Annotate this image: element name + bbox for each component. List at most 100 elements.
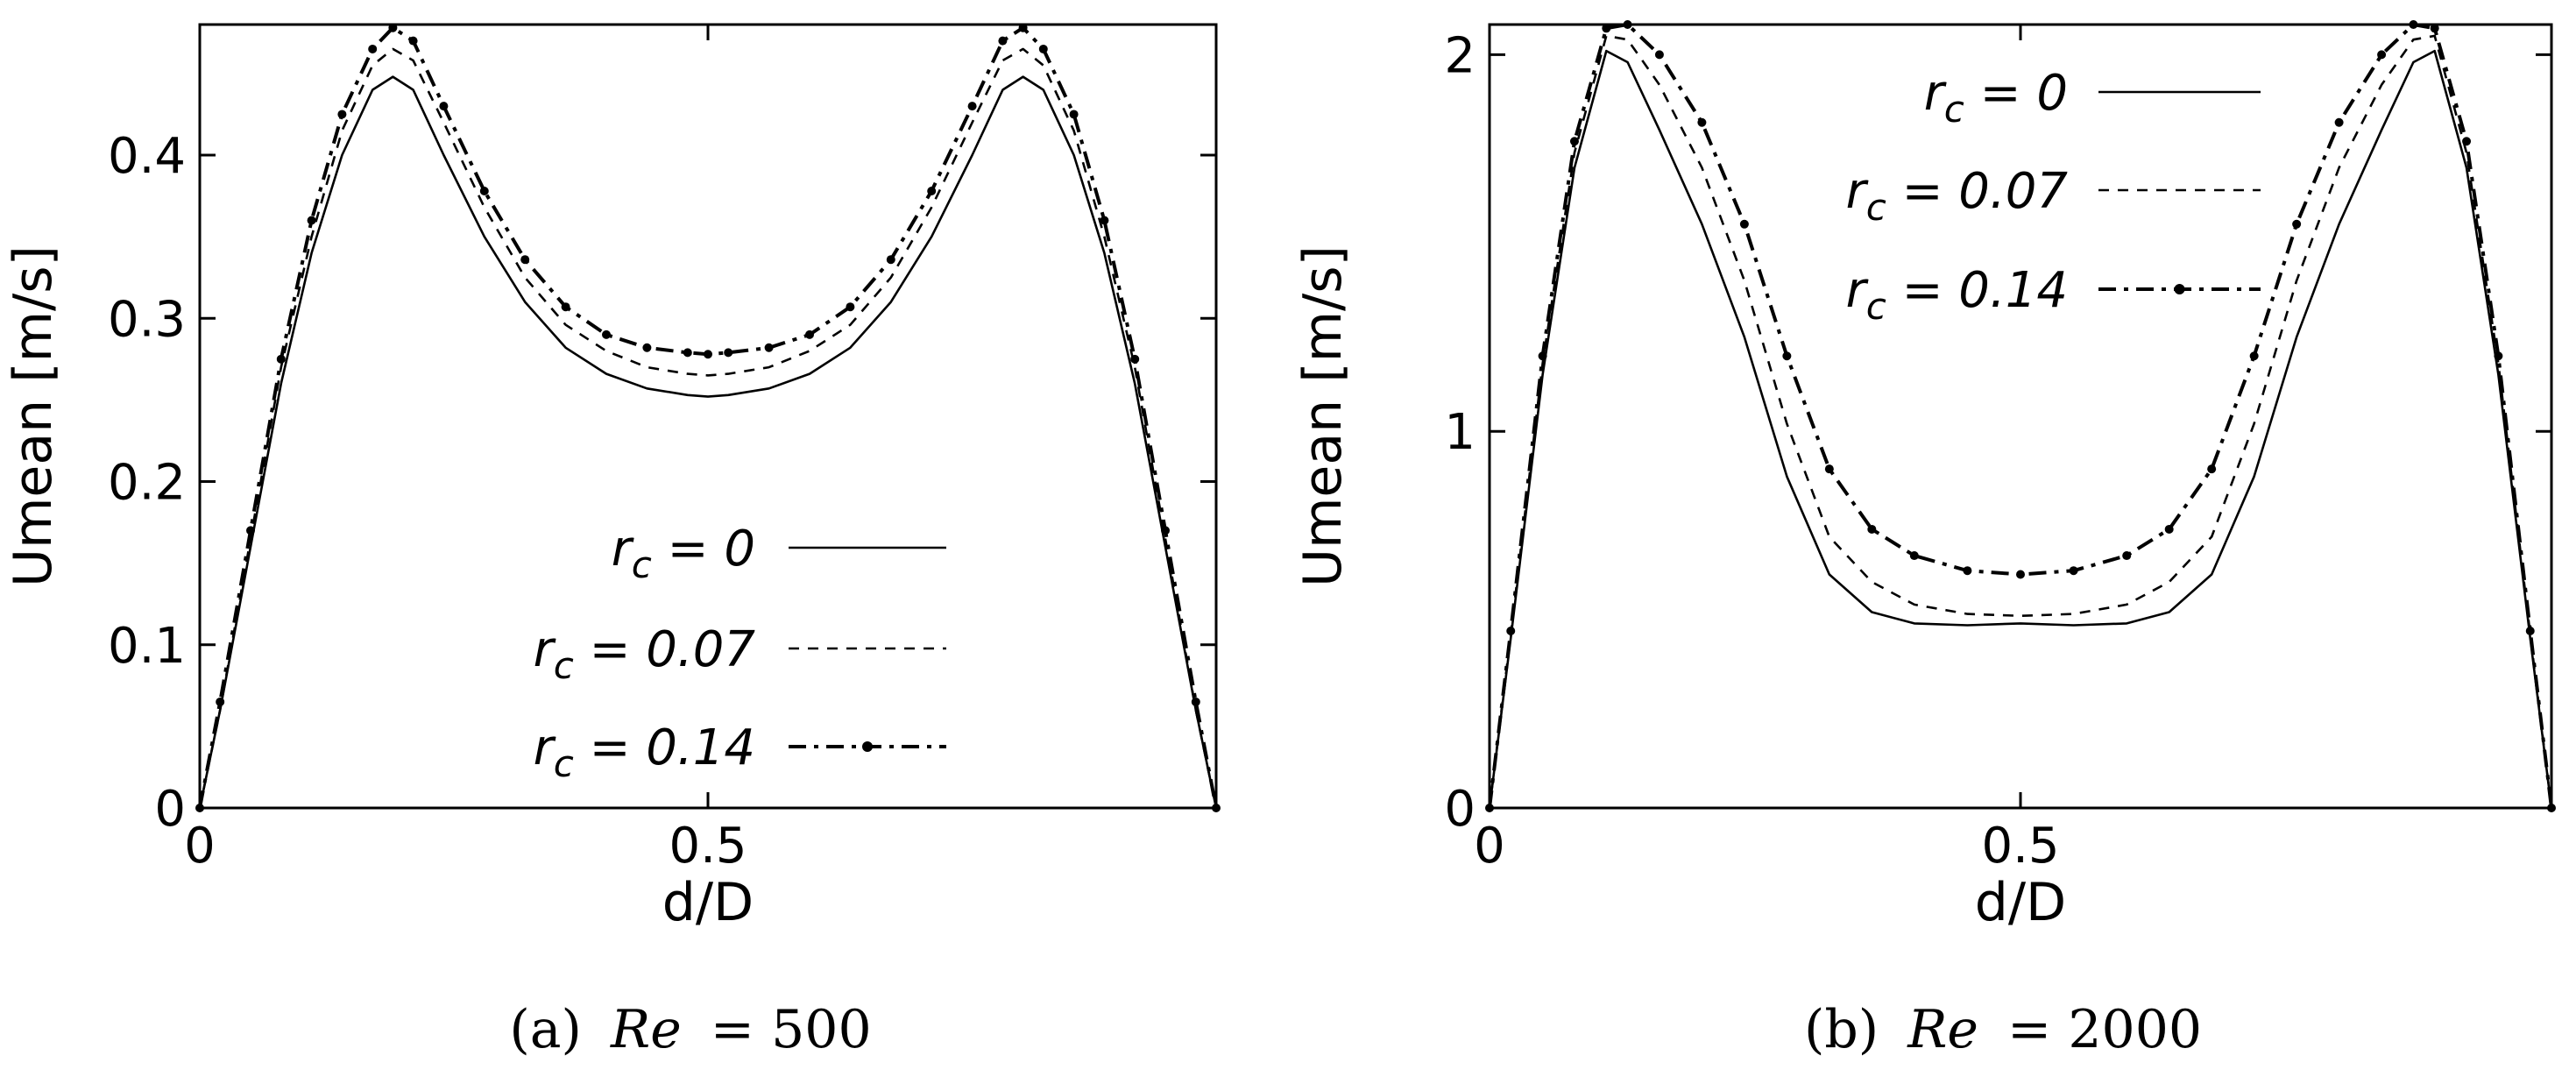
panel-b-y-axis-label: Umean [m/s] — [1292, 245, 1354, 587]
panel-b-series-2-marker — [1963, 566, 1972, 576]
panel-a-series-2-marker — [927, 186, 937, 195]
panel-a-series-2-marker — [479, 186, 489, 195]
panel-b-series-2-marker — [1782, 351, 1792, 361]
panel-b-series-2-marker — [2122, 551, 2132, 561]
panel-b-series-2-marker — [1867, 524, 1877, 534]
panel-a-y-tick-label: 0.2 — [108, 455, 186, 512]
panel-b-legend-marker-2 — [2174, 284, 2185, 294]
panel-b-x-axis-label: d/D — [1975, 872, 2067, 933]
panel-b-series-2-marker — [2334, 117, 2344, 127]
panel-a-series-2-marker — [724, 348, 733, 358]
panel-a-series-2-marker — [216, 697, 225, 706]
panel-a-series-2-marker — [1038, 44, 1048, 53]
panel-b-series-2-marker — [1824, 464, 1834, 474]
panel-a-series-2-marker — [1069, 110, 1079, 119]
legend-subscript: c — [554, 742, 574, 785]
panel-a-series-2-marker — [408, 36, 418, 46]
legend-subscript: c — [554, 644, 574, 687]
panel-b-series-2-marker — [1739, 219, 1749, 229]
panel-b-series-1-line — [1488, 34, 2553, 809]
panel-b-x-tick-label: 0.5 — [1981, 818, 2059, 875]
legend-subscript: c — [632, 543, 652, 586]
panel-a-series-2-marker — [368, 44, 378, 53]
panel-b-caption-tag: (b) — [1804, 999, 1879, 1060]
legend-value: = 0 — [652, 521, 755, 577]
panel-b-series-group — [1485, 20, 2556, 812]
panel-a-x-tick-label: 0 — [184, 818, 216, 875]
panel-b-series-2-marker — [1602, 24, 1611, 33]
panel-a-series-group — [195, 23, 1221, 812]
panel-b-series-0-line — [1488, 49, 2553, 809]
panel-a-caption-tag: (a) — [509, 999, 582, 1060]
panel-a-series-2-marker — [846, 302, 855, 312]
panel-b-caption-var: Re — [1907, 999, 1978, 1060]
panel-b-series-2-marker — [2525, 626, 2535, 635]
legend-value: = 0 — [1964, 65, 2068, 122]
panel-a-caption: (a) Re = 500 — [509, 999, 871, 1060]
panel-a-series-2-marker — [439, 102, 449, 111]
panel-b-series-2-marker — [1909, 551, 1919, 561]
panel-b-plot-frame — [1488, 23, 2553, 810]
panel-b-caption: (b) Re = 2000 — [1804, 999, 2202, 1060]
panel-b-series-2-marker — [2016, 570, 2025, 579]
panel-a-series-2-marker — [683, 348, 692, 358]
panel-a-series-1-line — [198, 47, 1218, 809]
legend-value: = 0.14 — [574, 719, 755, 776]
panel-b-series-2-marker — [2249, 351, 2259, 361]
panel-a-series-2-marker — [967, 102, 977, 111]
panel-a-series-2-marker — [561, 302, 570, 312]
panel-a-series-2-marker — [1191, 697, 1200, 706]
panel-a-plot-border — [198, 23, 1218, 810]
panel-b-legend-label-2: rc = 0.14 — [1846, 262, 2068, 328]
panel-a-series-2-marker — [1130, 354, 1140, 364]
panel-a-ticks: 0 0.1 0.2 0.3 0.4 0 0.5 — [108, 25, 1216, 875]
panel-b-plot-border — [1488, 23, 2553, 810]
panel-a-series-2-marker — [1100, 216, 1109, 225]
legend-symbol: r — [1846, 262, 1869, 319]
panel-a-y-tick-label: 0.1 — [108, 618, 186, 675]
panel-a-legend-marker-2 — [862, 741, 873, 752]
panel-b-series-2-marker — [2462, 137, 2472, 146]
panel-b-series-2-marker — [2494, 351, 2503, 361]
panel-b-x-tick-label: 0 — [1474, 818, 1505, 875]
panel-a-series-2-marker — [1161, 526, 1170, 535]
legend-symbol: r — [612, 521, 634, 577]
panel-a-series-2-marker — [246, 526, 255, 535]
panel-b-caption-value: = 2000 — [2007, 999, 2202, 1060]
panel-b-series-2-marker — [2164, 524, 2174, 534]
panel-a-x-tick-label: 0.5 — [669, 818, 747, 875]
legend-symbol: r — [534, 719, 556, 776]
legend-subscript: c — [1866, 186, 1886, 229]
panel-a-y-axis-label: Umean [m/s] — [3, 245, 64, 587]
panel-b-y-tick-label: 2 — [1444, 27, 1476, 84]
panel-a-series-2-marker — [337, 110, 347, 119]
panel-a-series-2-marker — [520, 255, 530, 265]
panel-a-plot-frame — [198, 23, 1218, 810]
legend-subscript: c — [1866, 285, 1886, 328]
panel-a-series-2-marker — [602, 329, 611, 339]
panel-a-y-tick-label: 0.4 — [108, 128, 186, 185]
panel-a-series-0-line — [198, 75, 1218, 809]
panel-b-legend-label-0: rc = 0 — [1924, 65, 2068, 131]
panel-a-series-2-marker — [704, 350, 712, 359]
panel-a-series-2-marker — [276, 354, 286, 364]
panel-b-y-tick-label: 0 — [1444, 781, 1476, 838]
panel-a-y-tick-label: 0 — [154, 781, 186, 838]
panel-b-series-2-marker — [2292, 219, 2302, 229]
panel-a-series-2-marker — [307, 216, 316, 225]
panel-a-legend-label-0: rc = 0 — [612, 521, 755, 586]
panel-b-series-2-line — [1488, 23, 2553, 809]
panel-a-x-axis-label: d/D — [662, 872, 754, 933]
panel-b-series-2-marker — [1654, 50, 1664, 60]
legend-value: = 0.07 — [574, 621, 756, 678]
legend-subscript: c — [1944, 88, 1964, 131]
panel-a-series-2-marker — [764, 343, 774, 352]
panel-b-y-tick-label: 1 — [1444, 404, 1476, 461]
panel-b-series-2-marker — [1538, 351, 1547, 361]
panel-a-series-2-marker — [642, 343, 652, 352]
panel-b-series-2-marker — [1697, 117, 1707, 127]
panel-b-series-2-marker — [2430, 24, 2439, 33]
panel-a-series-2-marker — [998, 36, 1008, 46]
panel-b-series-2-marker — [2207, 464, 2217, 474]
